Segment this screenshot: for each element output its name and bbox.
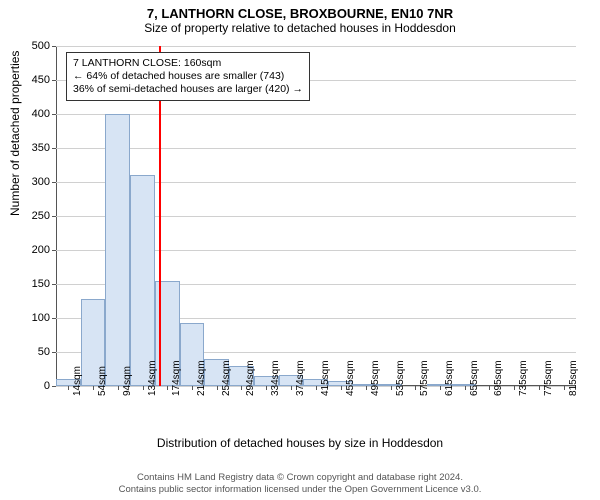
ytick-mark: [52, 284, 56, 285]
annotation-line: 7 LANTHORN CLOSE: 160sqm: [73, 57, 303, 70]
xtick-label: 94sqm: [122, 366, 133, 396]
xtick-mark: [118, 386, 119, 390]
ytick-label: 50: [20, 346, 50, 358]
ytick-label: 400: [20, 108, 50, 120]
xtick-label: 14sqm: [72, 366, 83, 396]
ytick-mark: [52, 352, 56, 353]
ytick-label: 350: [20, 142, 50, 154]
xtick-mark: [93, 386, 94, 390]
ytick-mark: [52, 148, 56, 149]
ytick-label: 450: [20, 74, 50, 86]
page-title-1: 7, LANTHORN CLOSE, BROXBOURNE, EN10 7NR: [0, 0, 600, 21]
ytick-label: 0: [20, 380, 50, 392]
xtick-label: 294sqm: [245, 360, 256, 396]
xtick-label: 214sqm: [196, 360, 207, 396]
xtick-mark: [514, 386, 515, 390]
xtick-mark: [241, 386, 242, 390]
annotation-line: 36% of semi-detached houses are larger (…: [73, 83, 303, 96]
ytick-mark: [52, 80, 56, 81]
xtick-label: 615sqm: [444, 360, 455, 396]
xtick-mark: [266, 386, 267, 390]
ytick-label: 500: [20, 40, 50, 52]
xtick-label: 775sqm: [543, 360, 554, 396]
ytick-label: 100: [20, 312, 50, 324]
gridline: [56, 46, 576, 47]
xtick-label: 134sqm: [147, 360, 158, 396]
ytick-mark: [52, 318, 56, 319]
xtick-label: 575sqm: [419, 360, 430, 396]
xtick-mark: [366, 386, 367, 390]
x-axis-label: Distribution of detached houses by size …: [0, 436, 600, 450]
ytick-label: 150: [20, 278, 50, 290]
xtick-mark: [415, 386, 416, 390]
histogram-bar: [105, 114, 130, 386]
gridline: [56, 114, 576, 115]
footer-line-1: Contains HM Land Registry data © Crown c…: [0, 472, 600, 484]
xtick-mark: [291, 386, 292, 390]
annotation-line: ← 64% of detached houses are smaller (74…: [73, 70, 303, 83]
xtick-mark: [217, 386, 218, 390]
xtick-label: 815sqm: [568, 360, 579, 396]
xtick-label: 535sqm: [395, 360, 406, 396]
ytick-mark: [52, 114, 56, 115]
xtick-mark: [167, 386, 168, 390]
xtick-label: 735sqm: [518, 360, 529, 396]
xtick-label: 54sqm: [97, 366, 108, 396]
footer: Contains HM Land Registry data © Crown c…: [0, 472, 600, 496]
gridline: [56, 148, 576, 149]
ytick-mark: [52, 216, 56, 217]
xtick-mark: [539, 386, 540, 390]
xtick-label: 334sqm: [270, 360, 281, 396]
xtick-label: 655sqm: [469, 360, 480, 396]
xtick-label: 695sqm: [493, 360, 504, 396]
xtick-mark: [341, 386, 342, 390]
ytick-mark: [52, 386, 56, 387]
ytick-label: 300: [20, 176, 50, 188]
xtick-mark: [465, 386, 466, 390]
xtick-label: 495sqm: [370, 360, 381, 396]
xtick-mark: [391, 386, 392, 390]
xtick-label: 374sqm: [295, 360, 306, 396]
xtick-label: 254sqm: [221, 360, 232, 396]
ytick-label: 250: [20, 210, 50, 222]
annotation-box: 7 LANTHORN CLOSE: 160sqm← 64% of detache…: [66, 52, 310, 101]
ytick-label: 200: [20, 244, 50, 256]
xtick-mark: [316, 386, 317, 390]
ytick-mark: [52, 182, 56, 183]
xtick-mark: [489, 386, 490, 390]
ytick-mark: [52, 46, 56, 47]
xtick-label: 174sqm: [171, 360, 182, 396]
page-title-2: Size of property relative to detached ho…: [0, 21, 600, 35]
footer-line-2: Contains public sector information licen…: [0, 484, 600, 496]
xtick-mark: [440, 386, 441, 390]
ytick-mark: [52, 250, 56, 251]
xtick-mark: [68, 386, 69, 390]
xtick-label: 455sqm: [345, 360, 356, 396]
xtick-mark: [143, 386, 144, 390]
histogram-bar: [130, 175, 155, 386]
xtick-mark: [192, 386, 193, 390]
xtick-mark: [564, 386, 565, 390]
xtick-label: 415sqm: [320, 360, 331, 396]
histogram-plot: 05010015020025030035040045050014sqm54sqm…: [56, 46, 576, 386]
